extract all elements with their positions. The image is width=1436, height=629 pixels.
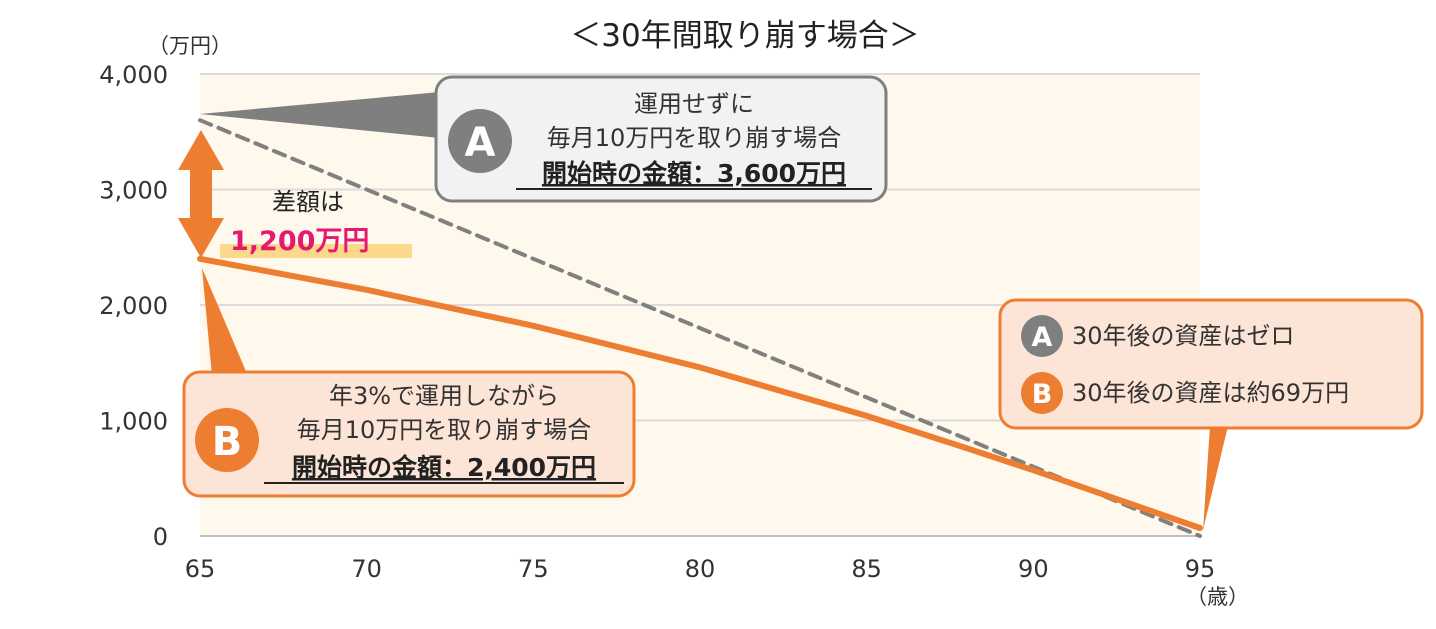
- x-axis-unit: （歳）: [1186, 585, 1249, 609]
- x-tick-label: 95: [1185, 555, 1216, 583]
- difference-label: 差額は: [272, 188, 344, 216]
- chart-title: ＜30年間取り崩す場合＞: [570, 18, 919, 54]
- x-tick-label: 70: [351, 555, 382, 583]
- legend-pointer: [1203, 426, 1228, 530]
- legend-a-badge-letter: A: [1032, 322, 1053, 353]
- series-line-b: [197, 255, 1203, 531]
- y-tick-label: 4,000: [99, 61, 168, 89]
- callout-a-bold-line: 開始時の金額：3,600万円: [542, 159, 846, 188]
- callout-a-badge-letter: A: [465, 120, 496, 166]
- callout-b-line-1: 年3%で運用しながら: [329, 382, 559, 410]
- difference-arrow: [178, 130, 224, 258]
- legend-a-badge: [1021, 315, 1063, 357]
- callout-a-pointer: [200, 92, 440, 138]
- x-axis-tick-labels: 65 70 75 80 85 90 95: [185, 555, 1216, 583]
- difference-value: 1,200万円: [230, 226, 369, 257]
- series-layer: [197, 118, 1203, 538]
- callout-a-badge: [448, 109, 512, 173]
- legend-b-text: 30年後の資産は約69万円: [1072, 379, 1349, 407]
- result-box: A 30年後の資産はゼロ B 30年後の資産は約69万円: [998, 298, 1424, 430]
- callout-b-bold-line: 開始時の金額：2,400万円: [292, 453, 596, 482]
- x-tick-label: 90: [1018, 555, 1049, 583]
- y-axis-unit: （万円）: [148, 34, 232, 58]
- x-tick-label: 75: [518, 555, 549, 583]
- legend-a-text: 30年後の資産はゼロ: [1072, 322, 1295, 350]
- callout-a-line-1: 運用せずに: [634, 90, 754, 118]
- x-tick-label: 85: [851, 555, 882, 583]
- callout-a: A 運用せずに 毎月10万円を取り崩す場合 開始時の金額：3,600万円: [434, 75, 888, 203]
- callout-b: B 年3%で運用しながら 毎月10万円を取り崩す場合 開始時の金額：2,400万…: [182, 370, 636, 498]
- legend-b-badge: [1021, 372, 1063, 414]
- x-tick-label: 65: [185, 555, 216, 583]
- y-tick-label: 3,000: [99, 177, 168, 205]
- series-line-a: [198, 118, 1202, 538]
- y-tick-label: 0: [153, 523, 168, 551]
- x-tick-label: 80: [685, 555, 716, 583]
- callout-b-badge-letter: B: [212, 419, 243, 465]
- y-tick-label: 2,000: [99, 292, 168, 320]
- y-tick-label: 1,000: [99, 408, 168, 436]
- callout-a-line-2: 毎月10万円を取り崩す場合: [547, 124, 842, 152]
- callout-b-pointer: [202, 268, 248, 376]
- y-axis-tick-labels: 0 1,000 2,000 3,000 4,000: [99, 61, 168, 551]
- legend-b-badge-letter: B: [1032, 379, 1053, 410]
- difference-highlight: [220, 244, 412, 258]
- callout-b-badge: [195, 408, 259, 472]
- callout-b-line-2: 毎月10万円を取り崩す場合: [297, 416, 592, 444]
